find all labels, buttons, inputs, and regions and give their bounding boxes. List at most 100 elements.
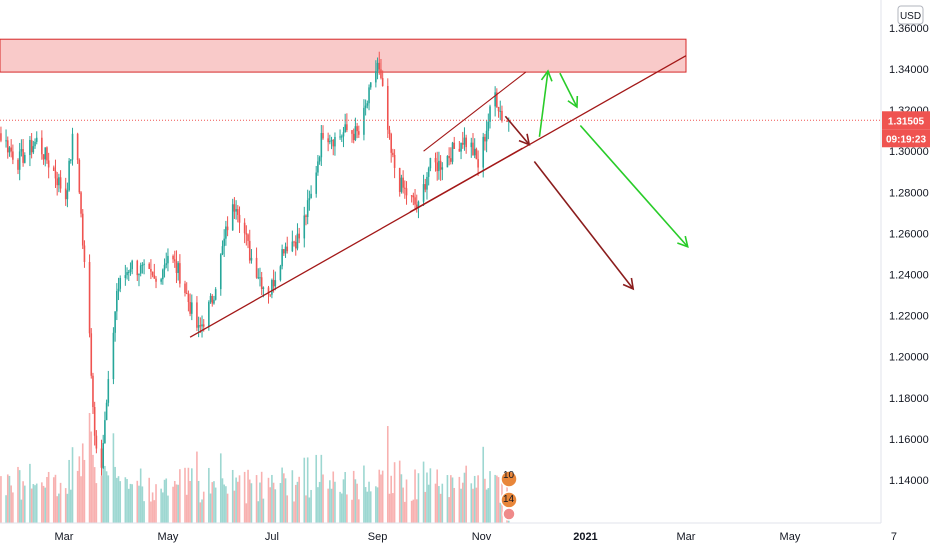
- volume-bar: [139, 468, 142, 523]
- volume-bar: [283, 473, 285, 523]
- volume-bar: [44, 487, 47, 523]
- volume-bar: [306, 457, 309, 523]
- channel-lower-line[interactable]: [409, 147, 523, 213]
- candle-body: [29, 139, 31, 156]
- indicator-badge-2[interactable]: 14: [500, 491, 518, 509]
- volume-bar: [260, 471, 263, 523]
- candle-body: [267, 287, 270, 295]
- volume-bar: [179, 469, 181, 523]
- volume-bar: [310, 489, 312, 523]
- volume-bar: [22, 481, 24, 523]
- arrow-shaft: [579, 124, 689, 248]
- volume-bar: [226, 493, 229, 523]
- volume-bar: [453, 487, 456, 523]
- candle-body: [197, 325, 200, 328]
- projection-arrow[interactable]: [538, 69, 553, 137]
- volume-bar: [213, 481, 215, 523]
- volume-bar: [54, 474, 57, 523]
- candle-body: [439, 160, 442, 170]
- projection-arrow[interactable]: [579, 124, 689, 249]
- candle-body: [286, 246, 289, 252]
- candle-body: [501, 110, 503, 121]
- candle-body: [404, 187, 406, 189]
- candle-body: [487, 121, 490, 131]
- candle-body: [8, 147, 11, 153]
- candle-body: [177, 263, 179, 273]
- volume-bar: [247, 469, 249, 523]
- candle-body: [124, 275, 127, 279]
- volume-bar: [233, 490, 236, 523]
- volume-bar: [29, 463, 31, 523]
- volume-bar: [214, 487, 217, 523]
- volume-bar: [441, 483, 444, 523]
- candle-body: [344, 124, 346, 133]
- volume-bar: [291, 470, 294, 523]
- volume-bar: [88, 413, 91, 523]
- resistance-zone[interactable]: [0, 38, 687, 73]
- volume-bar: [173, 480, 176, 523]
- volume-bar: [267, 477, 270, 523]
- candle-body: [17, 159, 19, 170]
- volume-bar: [279, 483, 282, 523]
- candle-body: [352, 133, 355, 141]
- candle-body: [105, 402, 108, 421]
- candle-body: [284, 246, 287, 254]
- price-scale[interactable]: 1.360001.340001.320001.300001.280001.260…: [880, 0, 930, 523]
- volume-bar: [329, 480, 331, 523]
- candle-body: [248, 240, 251, 261]
- arrow-head: [518, 133, 531, 146]
- candle-body: [388, 129, 391, 134]
- candle-body: [5, 140, 7, 142]
- volume-bar: [272, 482, 275, 523]
- candle-body: [179, 263, 181, 284]
- candle-body: [0, 133, 2, 141]
- volume-bar: [339, 491, 341, 523]
- candle-body: [271, 279, 273, 295]
- volume-bar: [90, 431, 93, 523]
- volume-bar: [0, 476, 2, 523]
- volume-bar: [404, 501, 406, 523]
- projection-arrow[interactable]: [504, 115, 531, 146]
- candle-body: [412, 195, 415, 198]
- arrow-shaft: [533, 160, 634, 290]
- time-scale[interactable]: Mar May Jul Sep Nov 2021 Mar May 7: [0, 522, 897, 543]
- candle-body: [461, 142, 464, 145]
- candle-body: [172, 255, 174, 260]
- volume-bar: [136, 480, 139, 523]
- volume-bar: [293, 501, 295, 523]
- volume-bar: [298, 476, 300, 523]
- volume-bar: [351, 499, 353, 523]
- candle-body: [47, 160, 50, 168]
- candle-body: [64, 188, 67, 200]
- indicator-badges[interactable]: 10 14: [500, 470, 518, 521]
- candle-body: [446, 155, 449, 168]
- candle-body: [298, 233, 300, 239]
- candle-body: [417, 201, 420, 208]
- volume-bar: [237, 481, 239, 523]
- currency-button[interactable]: USD: [897, 5, 924, 25]
- volume-bar: [17, 466, 19, 523]
- candle-body: [226, 226, 229, 231]
- candle-body: [339, 136, 341, 138]
- volume-bar: [405, 479, 408, 523]
- volume-bar: [119, 481, 122, 523]
- candle-body: [364, 105, 367, 108]
- volume-bar: [334, 481, 336, 523]
- volume-bar: [24, 485, 26, 523]
- projection-arrow[interactable]: [559, 72, 579, 109]
- time-tick-label: Mar: [55, 531, 74, 543]
- volume-bar: [71, 447, 74, 523]
- price-tick-label: 1.36000: [889, 23, 929, 35]
- projection-arrow[interactable]: [533, 160, 635, 291]
- candle-body: [322, 132, 324, 139]
- indicator-badge-1[interactable]: 10: [500, 470, 518, 488]
- candle-body: [506, 120, 508, 122]
- channel-upper-line[interactable]: [423, 71, 527, 152]
- volume-bar: [315, 454, 318, 523]
- volume-bar: [187, 467, 190, 523]
- candle-body: [58, 177, 60, 186]
- candle-body: [283, 249, 285, 254]
- candle-body: [211, 295, 214, 304]
